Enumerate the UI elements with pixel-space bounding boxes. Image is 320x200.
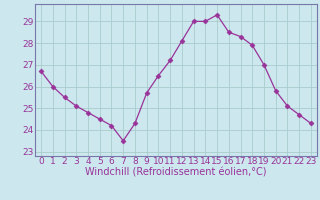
X-axis label: Windchill (Refroidissement éolien,°C): Windchill (Refroidissement éolien,°C)	[85, 168, 267, 178]
